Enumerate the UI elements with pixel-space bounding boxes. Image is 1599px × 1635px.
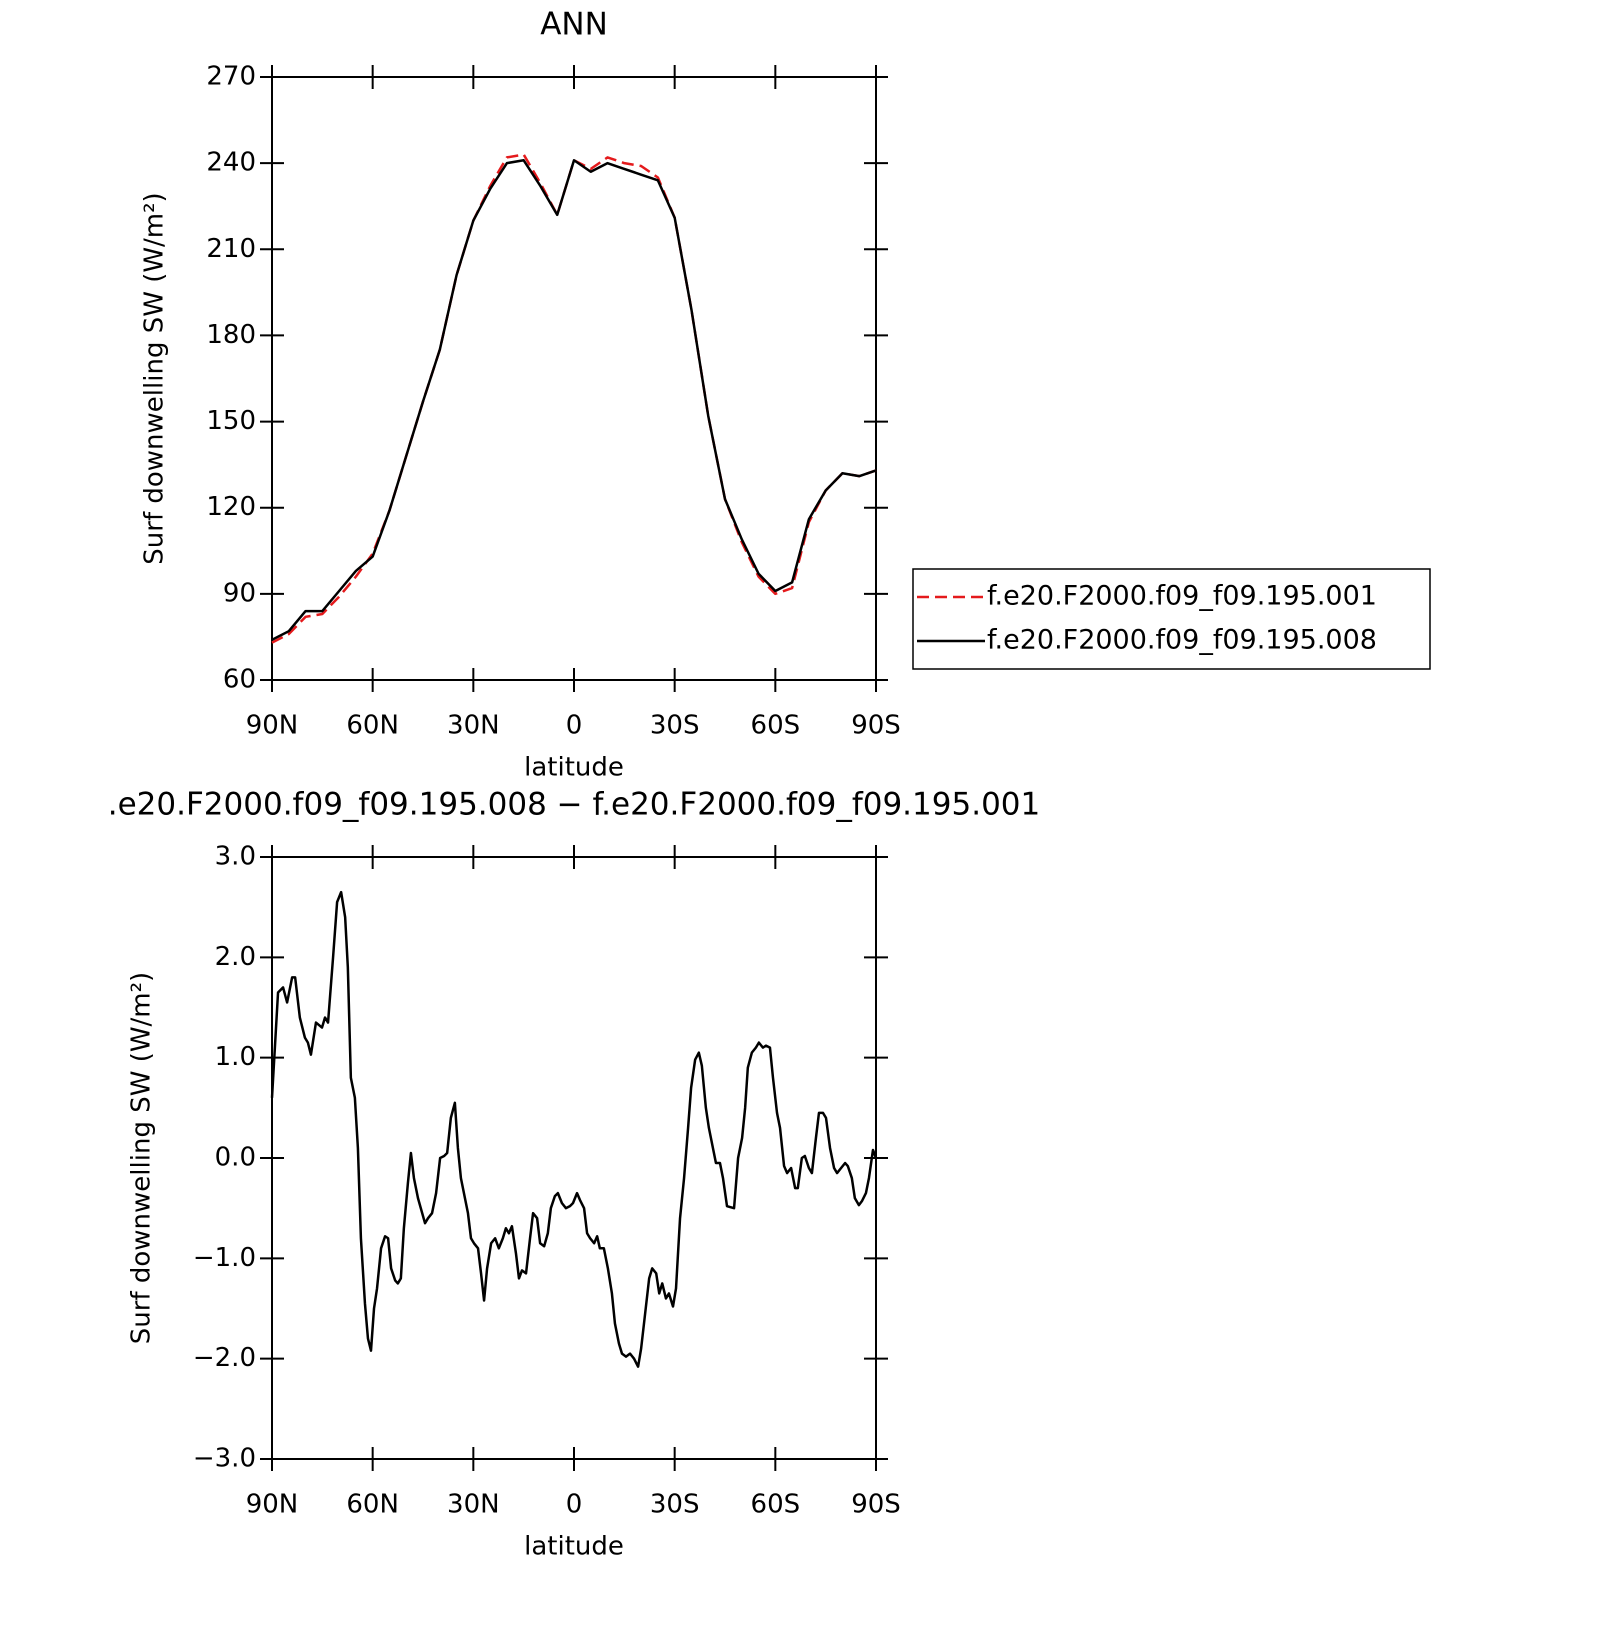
y-tick-label: 150	[206, 406, 256, 436]
y-tick-label: 210	[206, 234, 256, 264]
plot-frame	[271, 856, 877, 1460]
data-line	[271, 159, 877, 641]
y-axis-label: Surf downwelling SW (W/m²)	[140, 192, 170, 564]
y-tick-label: 60	[223, 665, 256, 695]
x-tick-label: 0	[566, 1490, 583, 1520]
x-axis-label: latitude	[524, 1532, 624, 1562]
x-tick-label: 90N	[246, 711, 299, 741]
y-tick-label: 1.0	[215, 1042, 256, 1072]
x-tick-label: 60S	[751, 1490, 801, 1520]
x-tick-label: 60S	[751, 711, 801, 741]
y-tick-label: 240	[206, 148, 256, 178]
x-tick-label: 90S	[851, 1490, 901, 1520]
y-tick-label: 0.0	[215, 1143, 256, 1173]
y-axis-label: Surf downwelling SW (W/m²)	[127, 972, 157, 1344]
plot-frame	[271, 76, 877, 681]
x-tick-label: 90S	[851, 711, 901, 741]
x-tick-label: 30S	[650, 711, 700, 741]
y-tick-label: −1.0	[193, 1243, 256, 1273]
x-tick-label: 30N	[447, 711, 500, 741]
x-tick-label: 30S	[650, 1490, 700, 1520]
y-tick-label: 90	[223, 578, 256, 608]
x-axis-label: latitude	[524, 753, 624, 783]
x-tick-label: 60N	[346, 1490, 399, 1520]
y-tick-label: 180	[206, 320, 256, 350]
y-tick-label: 120	[206, 492, 256, 522]
y-tick-label: 270	[206, 62, 256, 92]
chart-title: .e20.F2000.f09_f09.195.008 − f.e20.F2000…	[108, 787, 1040, 823]
legend-label: f.e20.F2000.f09_f09.195.001	[987, 581, 1377, 612]
x-tick-label: 60N	[346, 711, 399, 741]
legend-label: f.e20.F2000.f09_f09.195.008	[987, 625, 1377, 656]
data-line	[271, 153, 877, 644]
y-tick-label: 3.0	[215, 842, 256, 872]
x-tick-label: 30N	[447, 1490, 500, 1520]
data-line	[270, 890, 878, 1368]
x-tick-label: 0	[566, 711, 583, 741]
y-tick-label: −3.0	[193, 1444, 256, 1474]
legend-box	[912, 568, 1431, 670]
y-tick-label: −2.0	[193, 1343, 256, 1373]
x-tick-label: 90N	[246, 1490, 299, 1520]
chart-title: ANN	[540, 7, 608, 43]
y-tick-label: 2.0	[215, 942, 256, 972]
